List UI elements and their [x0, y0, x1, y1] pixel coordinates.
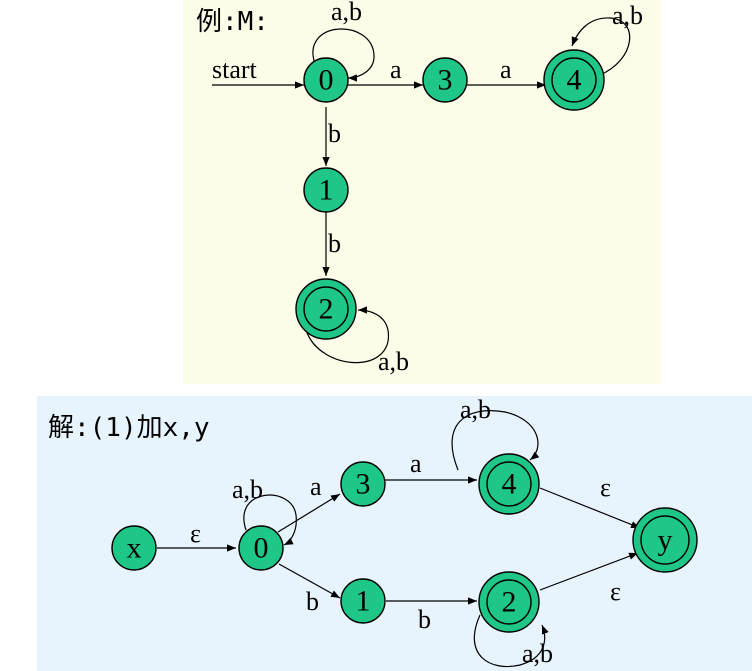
bottom-loop-4-label: a,b	[460, 395, 491, 424]
bottom-edge-2-y-label: ε	[610, 577, 621, 606]
top-state-0: 0	[303, 57, 349, 103]
bottom-state-4-label: 4	[502, 468, 517, 501]
top-state-0-label: 0	[319, 64, 334, 97]
bottom-state-0-label: 0	[254, 532, 269, 565]
bottom-loop-0	[243, 494, 297, 546]
top-edge-0-1-label: b	[328, 119, 341, 148]
bottom-edge-0-1	[278, 563, 341, 599]
bottom-edge-0-1-label: b	[306, 587, 319, 616]
top-state-4-label: 4	[567, 64, 582, 97]
bottom-state-2-label: 2	[502, 586, 517, 619]
bottom-edge-2-y	[539, 552, 639, 591]
top-state-3-label: 3	[438, 64, 453, 97]
top-loop-0	[312, 28, 375, 82]
solution-panel	[37, 396, 752, 671]
top-edge-1-2-label: b	[328, 229, 341, 258]
bottom-loop-2-label: a,b	[522, 639, 553, 668]
top-loop-0-label: a,b	[331, 0, 362, 26]
top-state-2-accepting: 2	[295, 278, 357, 340]
bottom-loop-0-label: a,b	[232, 475, 263, 504]
top-loop-4-label: a,b	[612, 1, 643, 30]
bottom-edge-0-3-label: a	[310, 472, 322, 501]
bottom-state-1: 1	[340, 578, 386, 624]
top-loop-2	[305, 306, 389, 364]
bottom-state-0: 0	[238, 525, 284, 571]
top-state-1: 1	[303, 167, 349, 213]
top-state-3: 3	[422, 57, 468, 103]
bottom-state-4-accepting: 4	[478, 453, 540, 515]
bottom-state-y-accepting: y	[632, 507, 698, 573]
bottom-state-3-label: 3	[356, 468, 371, 501]
bottom-edge-0-3	[277, 493, 341, 533]
bottom-edge-4-y	[539, 487, 641, 529]
bottom-state-x: x	[111, 525, 157, 571]
bottom-loop-4	[451, 410, 540, 471]
bottom-state-1-label: 1	[356, 585, 371, 618]
top-state-2-label: 2	[319, 293, 334, 326]
bottom-state-y-label: y	[658, 524, 673, 557]
top-loop-4	[571, 17, 631, 76]
top-state-1-label: 1	[319, 174, 334, 207]
top-loop-2-label: a,b	[378, 347, 409, 376]
bottom-edge-3-4-label: a	[410, 449, 422, 478]
bottom-state-3: 3	[340, 461, 386, 507]
start-label: start	[212, 55, 258, 84]
bottom-state-x-label: x	[127, 532, 142, 565]
bottom-edge-4-y-label: ε	[600, 473, 611, 502]
bottom-loop-2	[473, 614, 549, 668]
bottom-edge-1-2-label: b	[418, 605, 431, 634]
solution-heading: 解:(1)加x,y	[48, 413, 210, 443]
bottom-edge-x-0-label: ε	[190, 519, 201, 548]
bottom-state-2-accepting: 2	[478, 571, 540, 633]
top-state-4-accepting: 4	[543, 49, 605, 111]
top-edge-3-4-label: a	[500, 55, 512, 84]
example-heading: 例:M:	[196, 7, 269, 37]
top-edge-0-3-label: a	[390, 55, 402, 84]
